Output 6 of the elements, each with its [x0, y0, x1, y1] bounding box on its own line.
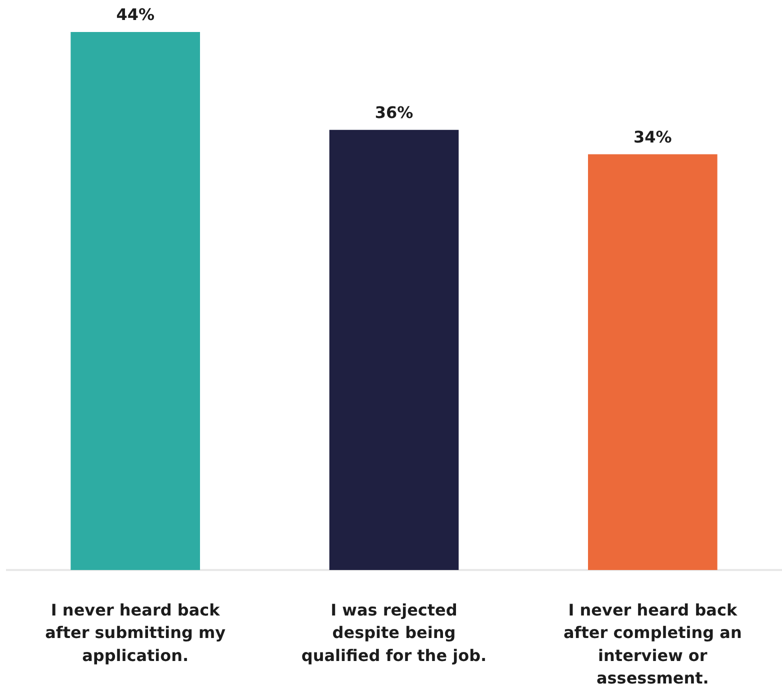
data-label: 36% — [374, 102, 414, 122]
data-label: 34% — [634, 127, 672, 146]
x-tick-label: I was rejected despite being qualified for the job. — [301, 600, 487, 665]
x-tick-label: I never heard back after completing an interview or assessment. — [563, 600, 742, 688]
x-tick-label: I never heard back after submitting my application. — [45, 600, 226, 665]
data-label: 44% — [116, 5, 154, 24]
